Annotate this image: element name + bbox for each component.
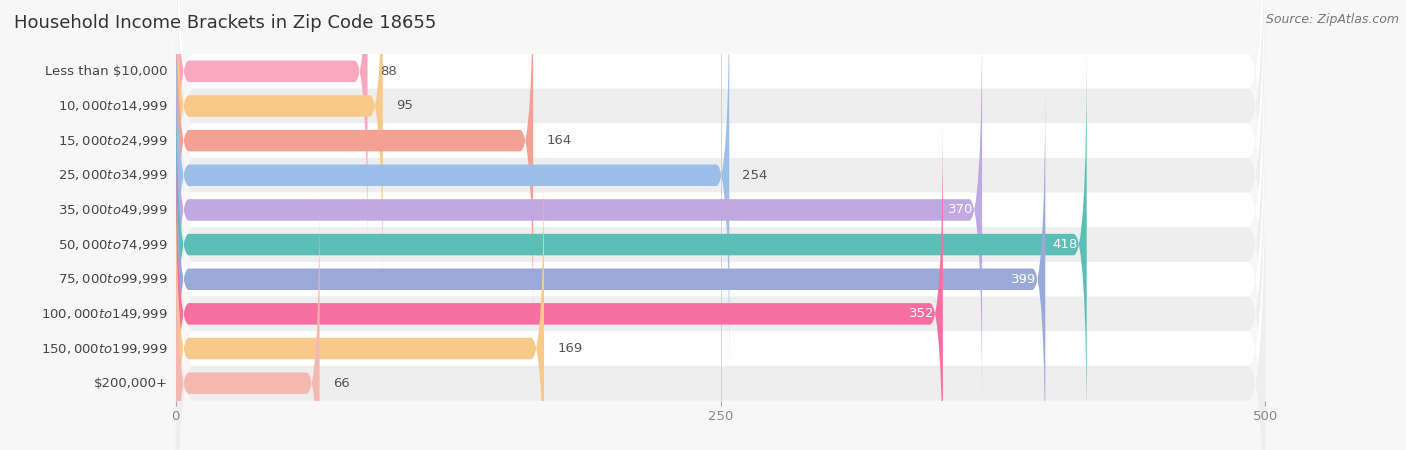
FancyBboxPatch shape [176, 151, 544, 450]
Text: 399: 399 [1011, 273, 1036, 286]
FancyBboxPatch shape [176, 0, 1265, 331]
FancyBboxPatch shape [176, 82, 1045, 450]
FancyBboxPatch shape [176, 0, 533, 338]
FancyBboxPatch shape [176, 89, 1265, 450]
FancyBboxPatch shape [176, 54, 1265, 450]
FancyBboxPatch shape [176, 47, 1087, 442]
FancyBboxPatch shape [176, 123, 1265, 450]
FancyBboxPatch shape [176, 13, 981, 407]
Text: 352: 352 [908, 307, 934, 320]
Text: 95: 95 [396, 99, 413, 112]
FancyBboxPatch shape [176, 19, 1265, 450]
FancyBboxPatch shape [176, 0, 367, 269]
Text: 164: 164 [546, 134, 571, 147]
FancyBboxPatch shape [176, 0, 1265, 366]
FancyBboxPatch shape [176, 186, 319, 450]
FancyBboxPatch shape [176, 117, 943, 450]
FancyBboxPatch shape [176, 0, 382, 303]
Text: Household Income Brackets in Zip Code 18655: Household Income Brackets in Zip Code 18… [14, 14, 436, 32]
Text: 169: 169 [557, 342, 582, 355]
Text: 370: 370 [948, 203, 973, 216]
FancyBboxPatch shape [176, 0, 730, 373]
Text: 88: 88 [381, 65, 398, 78]
FancyBboxPatch shape [176, 0, 1265, 450]
Text: 66: 66 [333, 377, 350, 390]
Text: 254: 254 [742, 169, 768, 182]
FancyBboxPatch shape [176, 0, 1265, 400]
FancyBboxPatch shape [176, 0, 1265, 435]
Text: 418: 418 [1053, 238, 1078, 251]
Text: Source: ZipAtlas.com: Source: ZipAtlas.com [1265, 14, 1399, 27]
FancyBboxPatch shape [176, 0, 1265, 450]
